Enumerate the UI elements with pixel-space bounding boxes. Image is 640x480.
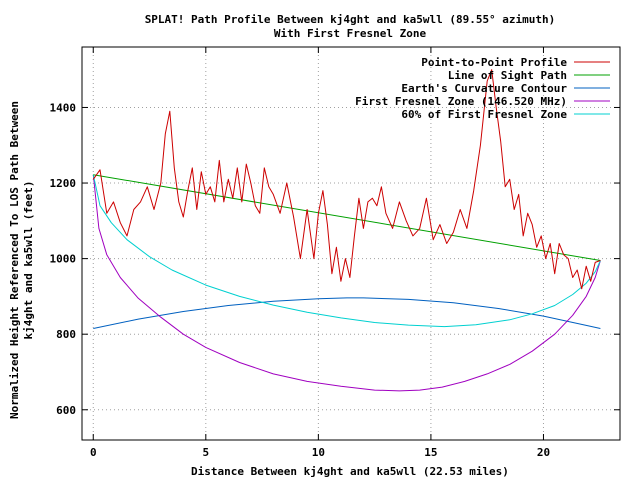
- axis-ticks: 0 5 10 15 20 600 800 1000 1200 1400: [50, 47, 620, 459]
- y-axis-label-line1: Normalized Height Referenced To LOS Path…: [8, 101, 21, 419]
- series-line-line-of-sight-path: [93, 174, 601, 261]
- chart-subtitle: With First Fresnel Zone: [274, 27, 427, 40]
- y-tick-label: 1000: [50, 253, 77, 266]
- series-line-first-fresnel-zone-146-520-mhz: [92, 174, 601, 392]
- y-tick-label: 800: [56, 328, 76, 341]
- legend-label: Earth's Curvature Contour: [401, 82, 567, 95]
- legend-label: Line of Sight Path: [448, 69, 567, 82]
- plot-series: [92, 69, 601, 392]
- legend-label: Point-to-Point Profile: [421, 56, 567, 69]
- plot-frame: [81, 46, 621, 441]
- series-line-60-of-first-fresnel-zone: [92, 174, 601, 328]
- y-tick-label: 600: [56, 404, 76, 417]
- grid-lines: [82, 47, 620, 440]
- x-tick-label: 0: [90, 446, 97, 459]
- x-tick-label: 15: [424, 446, 437, 459]
- y-tick-label: 1200: [50, 177, 77, 190]
- x-axis-label: Distance Between kj4ght and ka5wll (22.5…: [191, 465, 509, 478]
- x-tick-label: 10: [312, 446, 325, 459]
- chart-title: SPLAT! Path Profile Between kj4ght and k…: [145, 13, 556, 26]
- x-tick-label: 5: [202, 446, 209, 459]
- y-axis-label-line2: kj4ght and ka5wll (feet): [22, 181, 35, 340]
- x-tick-label: 20: [537, 446, 550, 459]
- y-tick-label: 1400: [50, 101, 77, 114]
- legend-label: First Fresnel Zone (146.520 MHz): [355, 95, 567, 108]
- legend-label: 60% of First Fresnel Zone: [401, 108, 567, 121]
- y-axis-label: Normalized Height Referenced To LOS Path…: [8, 101, 35, 419]
- series-line-earth-s-curvature-contour: [93, 297, 601, 329]
- series-line-point-to-point-profile: [92, 69, 601, 290]
